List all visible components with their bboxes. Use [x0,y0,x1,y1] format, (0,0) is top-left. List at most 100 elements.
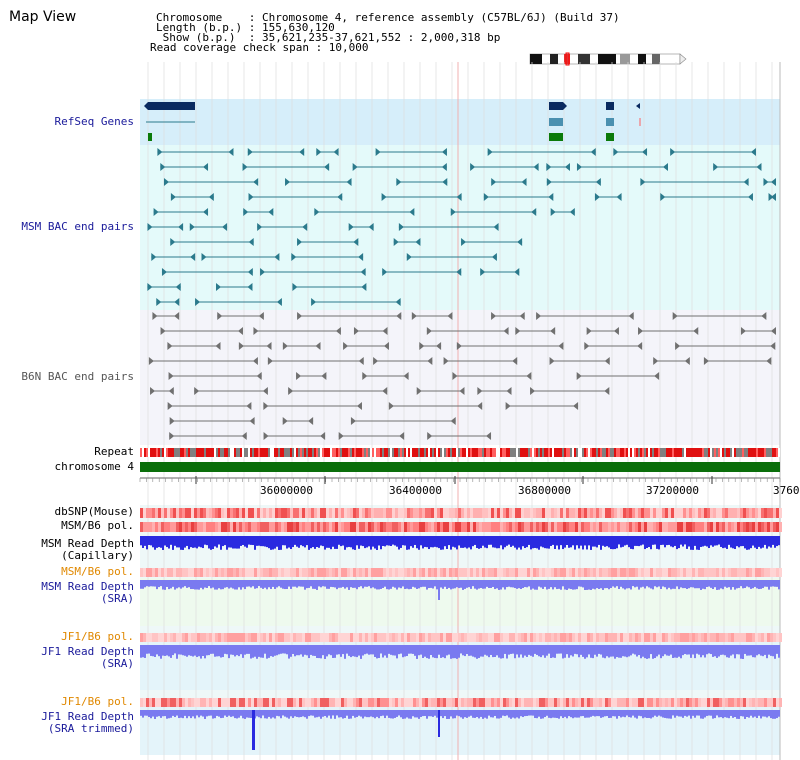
repeat-segment [690,448,692,457]
msm-b6-pol-sra-label[interactable]: MSM/B6 pol. [61,565,134,578]
jf1-depth-trim-bar [522,710,524,718]
jf1-pol-heat-cell [737,633,740,642]
msm-depth-cap-bar [622,536,624,547]
jf1-depth-trim-bar [556,710,558,718]
jf1-pol-heat-cell [428,633,431,642]
jf1-depth-sra-bar [414,645,416,656]
repeat-segment [710,448,712,457]
msm-depth-sra-bar [646,580,648,587]
repeat-segment [580,448,582,457]
msm-pol-heat-cell [689,522,692,532]
jf1-pol-trim-heat-cell [746,698,749,707]
jf1-pol-heat-cell [734,633,737,642]
jf1-depth-sra-bar [330,645,332,656]
b6n-bac-end-arrow [168,372,174,380]
msm-depth-sra-bar [668,580,670,588]
jf1-depth-trim-bar [724,710,726,718]
jf1-pol-heat-cell [377,633,380,642]
jf1-depth-sra-bar [760,645,762,656]
msm-depth-cap-bar [142,536,144,549]
msm-b6-pol-label[interactable]: MSM/B6 pol. [61,519,134,532]
dbsnp-heat-cell [269,508,272,518]
jf1-depth-trim-bar [164,710,166,717]
msm-depth-sra-bar [544,580,546,587]
msm-bac-end-arrow [174,298,180,306]
jf1-pol-heat-cell [329,633,332,642]
repeat-segment [180,448,182,457]
repeat-segment [504,448,506,457]
dbsnp-heat-cell [266,508,269,518]
msm-depth-sra-bar [504,580,506,590]
jf1-depth-sra-bar [436,645,438,659]
msm-depth-sra-bar [612,580,614,587]
msm-bac-end-arrow [314,208,320,216]
msm-pol-sra-heat-cell [626,568,629,577]
jf1-depth-sra-bar [584,645,586,659]
jf1-depth-sra-label[interactable]: JF1 Read Depth [41,645,134,658]
msm-bac-end-arrow [247,148,253,156]
jf1-pol-heat-cell [383,633,386,642]
msm-depth-cap-bar [766,536,768,549]
jf1-depth-trimmed-label[interactable]: JF1 Read Depth [41,710,134,723]
msm-pol-sra-heat-cell [449,568,452,577]
jf1-depth-trim-bar [168,710,170,719]
repeat-segment [220,448,222,457]
jf1-depth-sra-bar [374,645,376,657]
b6n-bac-end-arrow [167,402,173,410]
dbsnp-heat-cell [437,508,440,518]
jf1-pol-trim-heat-cell [695,698,698,707]
msm-pol-heat-cell [575,522,578,532]
jf1-depth-sra-bar [566,645,568,655]
dbsnp-heat-cell [536,508,539,518]
refseq-genes-label[interactable]: RefSeq Genes [54,115,134,128]
msm-depth-sra-bar [420,580,422,588]
chromosome-ideogram[interactable] [528,52,688,66]
dbsnp-label[interactable]: dbSNP(Mouse) [54,505,134,518]
jf1-depth-sra-bar [652,645,654,659]
msm-bac-end-arrow [771,178,776,186]
msm-pol-sra-heat-cell [758,568,761,577]
repeat-segment [234,448,236,457]
repeat-segment [392,448,394,457]
b6n-bac-label[interactable]: B6N BAC end pairs [21,370,134,383]
jf1-depth-sra-bar [638,645,640,656]
jf1-depth-sra-bar [672,645,674,658]
msm-bac-end-arrow [550,208,556,216]
msm-pol-sra-heat-cell [359,568,362,577]
repeat-segment [644,448,646,457]
jf1-b6-pol-label[interactable]: JF1/B6 pol. [61,630,134,643]
msm-pol-sra-heat-cell [761,568,764,577]
jf1-pol-heat-cell [608,633,611,642]
jf1-pol-trim-heat-cell [464,698,467,707]
repeat-segment [316,448,318,457]
dbsnp-heat-cell [191,508,194,518]
jf1-depth-sra-bar [470,645,472,656]
msm-bac-end-arrow [548,193,554,201]
msm-pol-sra-heat-cell [524,568,527,577]
msm-depth-sra-bar [634,580,636,588]
msm-depth-sra-bar [640,580,642,588]
msm-depth-cap-bar [286,536,288,549]
jf1-b6-pol-trimmed-label[interactable]: JF1/B6 pol. [61,695,134,708]
jf1-depth-trim-bar [356,710,358,718]
msm-pol-sra-heat-cell [455,568,458,577]
repeat-segment [146,448,148,457]
jf1-depth-sra-bar [194,645,196,656]
msm-bac-label[interactable]: MSM BAC end pairs [21,220,134,233]
repeat-segment [560,448,562,457]
msm-depth-cap-bar [182,536,184,550]
msm-depth-sra-label[interactable]: MSM Read Depth [41,580,134,593]
jf1-pol-trim-heat-cell [551,698,554,707]
msm-depth-sra-bar [644,580,646,589]
jf1-depth-sra-bar [764,645,766,655]
jf1-pol-heat-cell [296,633,299,642]
msm-depth-sra-bar [708,580,710,587]
msm-depth-capillary-label[interactable]: MSM Read Depth [41,537,134,550]
jf1-depth-trim-bar [382,710,384,716]
track-features[interactable] [139,102,782,750]
msm-pol-sra-heat-cell [476,568,479,577]
b6n-bac-end-arrow [249,417,255,425]
jf1-pol-trim-heat-cell [572,698,575,707]
msm-depth-sra-bar [202,580,204,590]
